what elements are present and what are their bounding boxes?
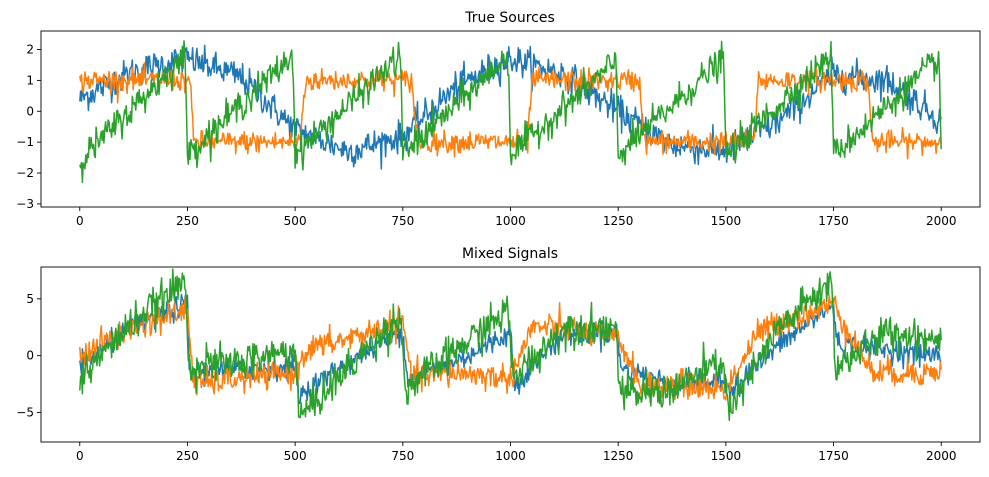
x-axis-true-sources: 0 250 500 750 1000 1250 1500 1750 2000 <box>76 207 957 228</box>
y-tick-label-mixed-signals: −5 <box>16 405 34 419</box>
x-tick-label-true-sources: 250 <box>176 214 199 228</box>
y-tick-label-true-sources: −3 <box>16 197 34 211</box>
chart-title-true-sources: True Sources <box>464 10 555 26</box>
x-tick-label-mixed-signals: 750 <box>391 449 414 463</box>
x-tick-label-mixed-signals: 500 <box>284 449 307 463</box>
x-tick-label-mixed-signals: 1250 <box>603 449 634 463</box>
x-tick-label-true-sources: 1750 <box>818 214 849 228</box>
series-line-true-sources-3 <box>79 40 942 184</box>
y-tick-label-mixed-signals: 5 <box>26 292 34 306</box>
y-axis-mixed-signals: −5 0 5 <box>16 292 41 419</box>
series-line-mixed-signals-2 <box>79 294 942 404</box>
x-tick-label-true-sources: 1250 <box>603 214 634 228</box>
x-tick-label-true-sources: 2000 <box>926 214 957 228</box>
x-tick-label-mixed-signals: 0 <box>76 449 84 463</box>
y-axis-true-sources: −3 −2 −1 0 1 2 <box>16 43 41 211</box>
panel-true-sources: True Sources 0 250 500 750 1000 1250 1500 1750 2… <box>16 10 981 228</box>
y-tick-label-true-sources: −1 <box>16 135 34 149</box>
series-layer-mixed-signals <box>79 268 942 422</box>
x-tick-label-mixed-signals: 1000 <box>495 449 526 463</box>
x-axis-mixed-signals: 0 250 500 750 1000 1250 1500 1750 2000 <box>76 442 957 463</box>
panel-mixed-signals: Mixed Signals 0 250 500 750 1000 1250 1500 1750… <box>16 246 981 463</box>
y-tick-label-true-sources: −2 <box>16 166 34 180</box>
y-tick-label-true-sources: 2 <box>26 43 34 57</box>
series-layer-true-sources <box>79 40 942 184</box>
x-tick-label-mixed-signals: 250 <box>176 449 199 463</box>
x-tick-label-true-sources: 0 <box>76 214 84 228</box>
x-tick-label-true-sources: 1000 <box>495 214 526 228</box>
x-tick-label-mixed-signals: 1750 <box>818 449 849 463</box>
x-tick-label-mixed-signals: 1500 <box>711 449 742 463</box>
x-tick-label-true-sources: 500 <box>284 214 307 228</box>
x-tick-label-true-sources: 750 <box>391 214 414 228</box>
y-tick-label-true-sources: 1 <box>26 73 34 87</box>
y-tick-label-true-sources: 0 <box>26 104 34 118</box>
x-tick-label-mixed-signals: 2000 <box>926 449 957 463</box>
x-tick-label-true-sources: 1500 <box>711 214 742 228</box>
chart-title-mixed-signals: Mixed Signals <box>462 246 558 262</box>
y-tick-label-mixed-signals: 0 <box>26 349 34 363</box>
series-line-mixed-signals-3 <box>79 268 942 422</box>
